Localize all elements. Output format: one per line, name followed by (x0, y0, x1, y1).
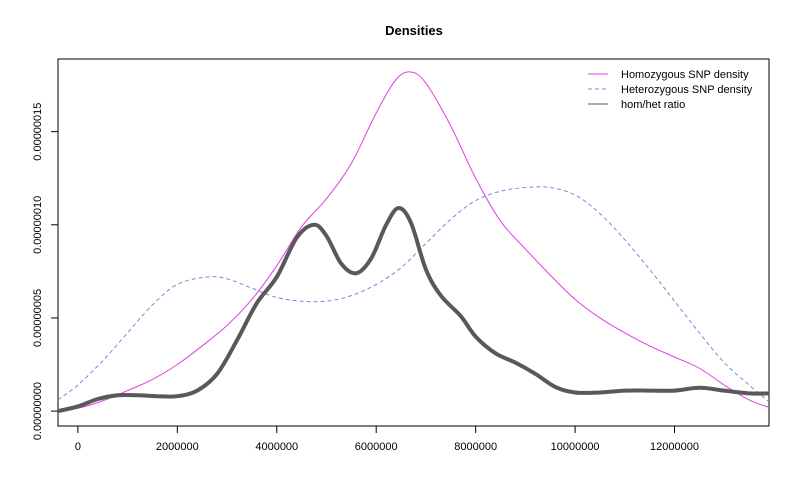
heterozygous-snp-density-line (58, 186, 769, 403)
x-tick-label: 4000000 (255, 441, 298, 453)
plot-frame (57, 58, 770, 427)
y-tick-label: 0.00000000 (32, 382, 44, 440)
x-tick-label: 10000000 (551, 441, 600, 453)
x-tick-label: 8000000 (454, 441, 497, 453)
y-tick-label: 0.00000010 (32, 196, 44, 254)
legend-label: Homozygous SNP density (621, 69, 749, 81)
y-axis: 0.00000000 0.00000005 0.00000010 0.00000015 (32, 103, 58, 440)
x-tick-label: 0 (75, 441, 81, 453)
legend-label: Heterozygous SNP density (621, 84, 753, 96)
x-tick-label: 6000000 (355, 441, 398, 453)
x-axis: 0 2000000 4000000 6000000 8000000 10000000 120… (75, 426, 699, 453)
chart-title: Densities (385, 23, 443, 38)
legend-label: hom/het ratio (621, 99, 685, 111)
x-tick-label: 2000000 (156, 441, 199, 453)
legend: Homozygous SNP density Heterozygous SNP d… (588, 69, 753, 111)
homozygous-snp-density-line (58, 71, 769, 412)
x-tick-label: 12000000 (650, 441, 699, 453)
y-tick-label: 0.00000015 (32, 103, 44, 161)
hom-het-ratio-line (58, 206, 769, 414)
plot-area (58, 71, 769, 414)
y-tick-label: 0.00000005 (32, 289, 44, 347)
